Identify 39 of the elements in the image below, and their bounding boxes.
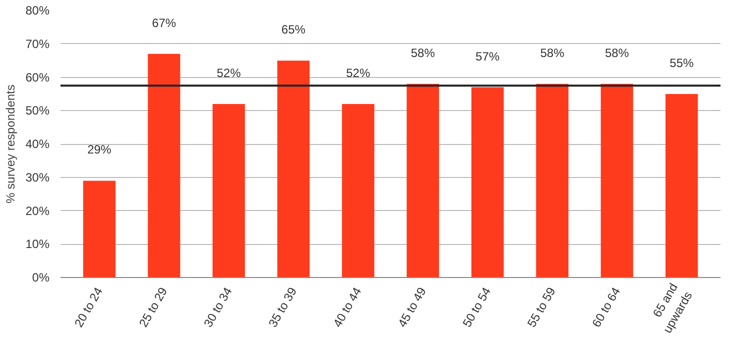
y-tick-label: 40% xyxy=(25,137,50,151)
y-tick-label: 60% xyxy=(25,70,50,84)
data-label: 55% xyxy=(670,56,694,70)
y-tick-label: 20% xyxy=(25,204,50,218)
data-label: 58% xyxy=(410,46,436,60)
bar xyxy=(666,94,698,278)
y-axis-title: % survey respondents xyxy=(3,84,18,204)
bar xyxy=(148,54,180,278)
x-tick-label: 60 to 64 xyxy=(589,284,624,330)
bar xyxy=(277,60,310,278)
data-label: 58% xyxy=(604,46,630,60)
data-label: 29% xyxy=(87,142,112,157)
bar xyxy=(406,84,440,278)
x-tick-label: 30 to 34 xyxy=(200,284,235,330)
data-label: 65% xyxy=(281,22,306,37)
y-tick-label: 0% xyxy=(32,270,50,284)
x-tick-label: 50 to 54 xyxy=(460,284,494,330)
x-tick-label: 55 to 59 xyxy=(524,284,558,330)
y-tick-label: 80% xyxy=(25,4,50,18)
x-tick-label: 35 to 39 xyxy=(266,284,300,330)
data-label: 52% xyxy=(346,66,370,80)
bar xyxy=(536,84,568,278)
y-tick-label: 50% xyxy=(25,104,50,118)
data-label: 52% xyxy=(216,66,242,80)
y-tick-label: 30% xyxy=(25,170,50,184)
bar xyxy=(600,84,634,278)
bar xyxy=(212,104,245,278)
x-tick-label: 45 to 49 xyxy=(395,284,430,330)
data-label: 58% xyxy=(540,46,565,60)
data-label: 67% xyxy=(152,16,176,30)
x-tick-label: 20 to 24 xyxy=(72,284,106,330)
bar xyxy=(83,180,116,278)
x-tick-label: 40 to 44 xyxy=(330,284,364,330)
y-tick-label: 10% xyxy=(25,237,50,252)
x-tick-label: 25 to 29 xyxy=(136,284,170,330)
bar xyxy=(471,87,504,278)
bar xyxy=(342,104,374,278)
data-label: 57% xyxy=(476,49,500,64)
y-tick-label: 70% xyxy=(25,36,50,51)
